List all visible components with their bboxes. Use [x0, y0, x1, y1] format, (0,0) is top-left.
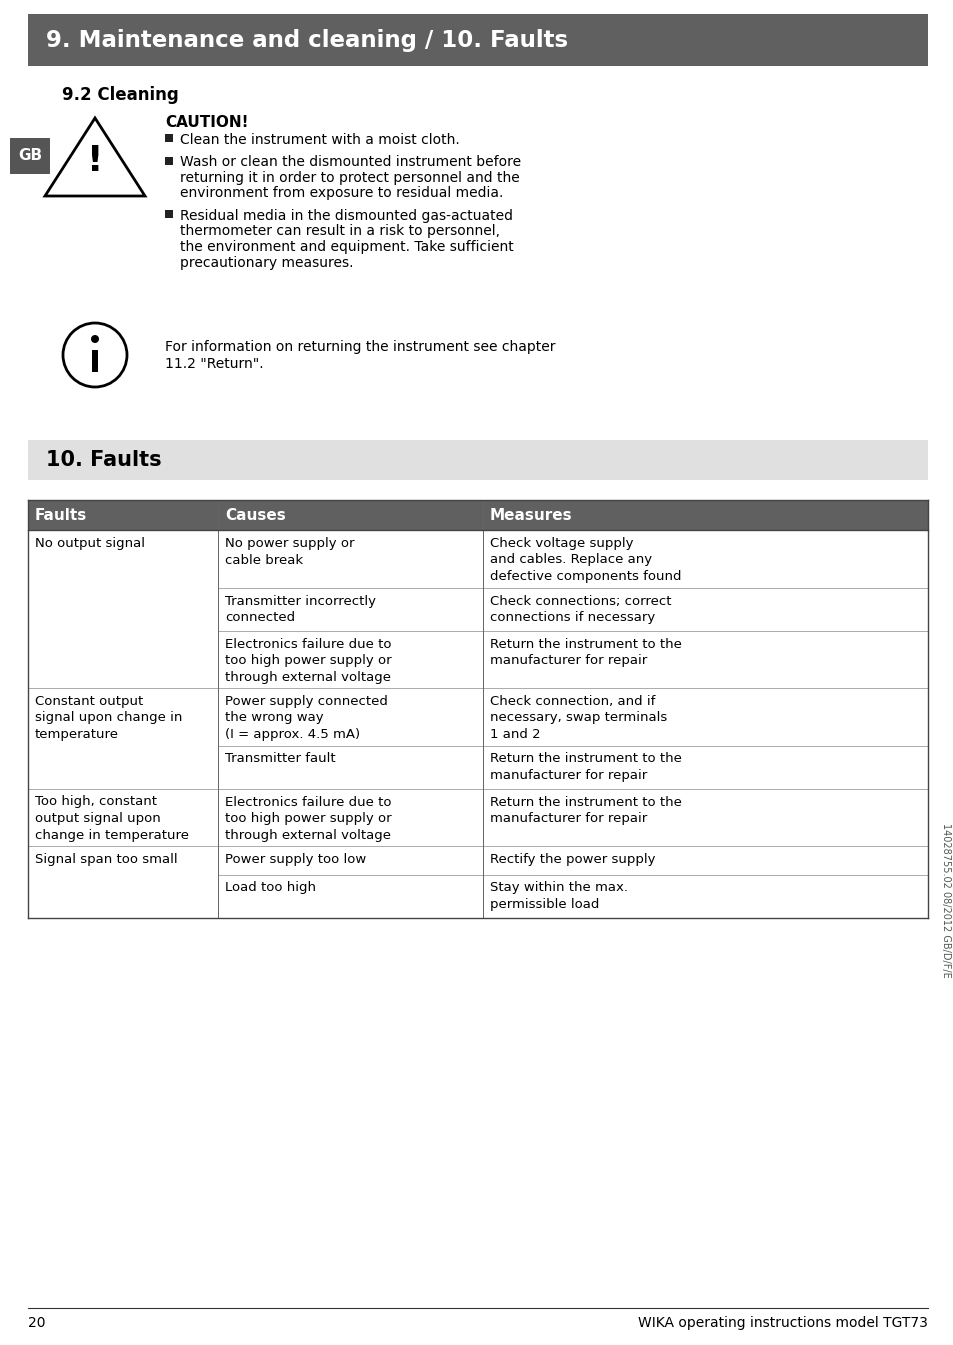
- Text: No power supply or
cable break: No power supply or cable break: [225, 537, 355, 566]
- Text: Signal span too small: Signal span too small: [35, 853, 177, 866]
- Text: 20: 20: [28, 1315, 46, 1330]
- Text: Measures: Measures: [490, 507, 572, 522]
- Text: 14028755.02 08/2012 GB/D/F/E: 14028755.02 08/2012 GB/D/F/E: [940, 823, 950, 978]
- Bar: [218, 530, 482, 588]
- Bar: [218, 846, 482, 874]
- Text: Power supply connected
the wrong way
(I = approx. 4.5 mA): Power supply connected the wrong way (I …: [225, 695, 388, 741]
- Text: Check voltage supply
and cables. Replace any
defective components found: Check voltage supply and cables. Replace…: [490, 537, 680, 582]
- Bar: [482, 874, 927, 917]
- Bar: [165, 134, 172, 143]
- Text: Return the instrument to the
manufacturer for repair: Return the instrument to the manufacture…: [490, 752, 681, 781]
- Text: Stay within the max.
permissible load: Stay within the max. permissible load: [490, 881, 627, 911]
- Bar: [482, 530, 927, 588]
- Text: GB: GB: [18, 148, 42, 164]
- Text: the environment and equipment. Take sufficient: the environment and equipment. Take suff…: [180, 239, 514, 254]
- Text: environment from exposure to residual media.: environment from exposure to residual me…: [180, 187, 503, 200]
- Bar: [10, 139, 50, 174]
- Text: Rectify the power supply: Rectify the power supply: [490, 853, 655, 866]
- Bar: [218, 745, 482, 788]
- Bar: [28, 500, 927, 530]
- Bar: [218, 689, 482, 745]
- Bar: [91, 350, 98, 373]
- Text: Too high, constant
output signal upon
change in temperature: Too high, constant output signal upon ch…: [35, 795, 189, 842]
- Text: Return the instrument to the
manufacturer for repair: Return the instrument to the manufacture…: [490, 638, 681, 667]
- Text: Wash or clean the dismounted instrument before: Wash or clean the dismounted instrument …: [180, 156, 520, 169]
- Bar: [218, 631, 482, 689]
- Text: Load too high: Load too high: [225, 881, 315, 894]
- Text: Power supply too low: Power supply too low: [225, 853, 366, 866]
- Text: precautionary measures.: precautionary measures.: [180, 256, 354, 269]
- Bar: [28, 788, 218, 846]
- Bar: [218, 588, 482, 631]
- Text: thermometer can result in a risk to personnel,: thermometer can result in a risk to pers…: [180, 225, 499, 238]
- Bar: [28, 13, 927, 66]
- Text: 9. Maintenance and cleaning / 10. Faults: 9. Maintenance and cleaning / 10. Faults: [46, 28, 568, 51]
- Text: 10. Faults: 10. Faults: [46, 451, 161, 469]
- Bar: [482, 689, 927, 745]
- Text: Return the instrument to the
manufacturer for repair: Return the instrument to the manufacture…: [490, 795, 681, 824]
- Bar: [165, 156, 172, 164]
- Bar: [218, 874, 482, 917]
- Text: Check connections; correct
connections if necessary: Check connections; correct connections i…: [490, 594, 671, 624]
- Text: For information on returning the instrument see chapter: For information on returning the instrum…: [165, 340, 555, 354]
- Text: No output signal: No output signal: [35, 537, 145, 550]
- Bar: [482, 745, 927, 788]
- Bar: [482, 631, 927, 689]
- Text: CAUTION!: CAUTION!: [165, 116, 248, 130]
- Text: Electronics failure due to
too high power supply or
through external voltage: Electronics failure due to too high powe…: [225, 795, 392, 842]
- Bar: [28, 530, 218, 689]
- Text: Electronics failure due to
too high power supply or
through external voltage: Electronics failure due to too high powe…: [225, 638, 392, 683]
- Text: 11.2 "Return".: 11.2 "Return".: [165, 356, 263, 371]
- Text: Clean the instrument with a moist cloth.: Clean the instrument with a moist cloth.: [180, 133, 459, 147]
- Polygon shape: [45, 118, 145, 196]
- Text: Faults: Faults: [35, 507, 87, 522]
- Bar: [482, 846, 927, 874]
- Bar: [28, 689, 218, 788]
- Bar: [218, 788, 482, 846]
- Bar: [28, 440, 927, 480]
- Text: 9.2 Cleaning: 9.2 Cleaning: [62, 86, 178, 104]
- Text: Constant output
signal upon change in
temperature: Constant output signal upon change in te…: [35, 695, 182, 741]
- Text: Residual media in the dismounted gas-actuated: Residual media in the dismounted gas-act…: [180, 208, 513, 223]
- Text: returning it in order to protect personnel and the: returning it in order to protect personn…: [180, 171, 519, 186]
- Bar: [482, 788, 927, 846]
- Circle shape: [91, 335, 99, 343]
- Bar: [482, 588, 927, 631]
- Bar: [165, 210, 172, 218]
- Text: Causes: Causes: [225, 507, 286, 522]
- Text: Transmitter incorrectly
connected: Transmitter incorrectly connected: [225, 594, 375, 624]
- Text: !: !: [87, 144, 103, 178]
- Text: Transmitter fault: Transmitter fault: [225, 752, 335, 765]
- Text: Check connection, and if
necessary, swap terminals
1 and 2: Check connection, and if necessary, swap…: [490, 695, 666, 741]
- Circle shape: [63, 323, 127, 387]
- Bar: [28, 846, 218, 917]
- Text: WIKA operating instructions model TGT73: WIKA operating instructions model TGT73: [638, 1315, 927, 1330]
